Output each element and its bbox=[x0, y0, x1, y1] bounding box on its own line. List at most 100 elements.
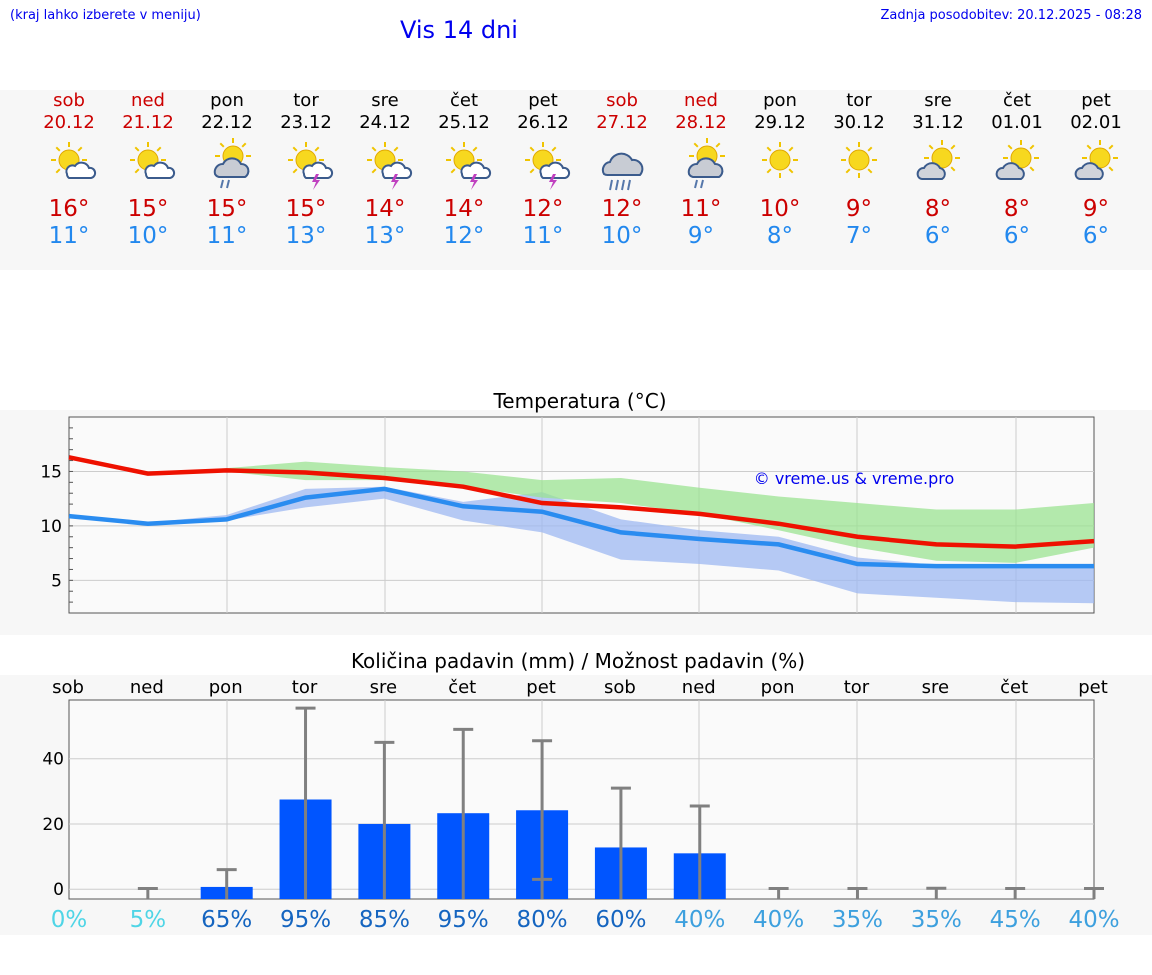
last-update: Zadnja posodobitev: 20.12.2025 - 08:28 bbox=[880, 8, 1142, 23]
sun-cloud-thunder-icon bbox=[424, 134, 504, 196]
cloud-heavy-rain-icon bbox=[582, 134, 662, 196]
y-tick-label: 5 bbox=[51, 571, 62, 591]
day-forecast: pon 29.12 10° 8° bbox=[740, 90, 820, 250]
day-forecast: ned 21.12 15° 10° bbox=[108, 90, 188, 250]
day-forecast: ned 28.12 11° 9° bbox=[661, 90, 741, 250]
day-date: 26.12 bbox=[517, 112, 569, 133]
sun-cloud-icon bbox=[108, 134, 188, 196]
min-temperature: 13° bbox=[364, 223, 406, 249]
x-tick-label: pon bbox=[209, 677, 243, 698]
day-name: tor bbox=[293, 90, 319, 111]
max-temperature: 10° bbox=[759, 196, 801, 222]
day-forecast: sob 20.12 16° 11° bbox=[29, 90, 109, 250]
chart-title: Temperatura (°C) bbox=[492, 389, 666, 413]
x-tick-label: sob bbox=[604, 677, 636, 698]
day-forecast: sre 24.12 14° 13° bbox=[345, 90, 425, 250]
x-tick-label: sob bbox=[52, 677, 84, 698]
max-temperature: 15° bbox=[285, 196, 327, 222]
day-date: 28.12 bbox=[675, 112, 727, 133]
sun-cloud-icon bbox=[29, 134, 109, 196]
x-tick-label: ned bbox=[682, 677, 716, 698]
min-temperature: 10° bbox=[601, 223, 643, 249]
min-range-band bbox=[69, 486, 1094, 604]
day-forecast: tor 23.12 15° 13° bbox=[266, 90, 346, 250]
precipitation-probability: 40% bbox=[753, 907, 804, 933]
day-forecast: tor 30.12 9° 7° bbox=[819, 90, 899, 250]
precipitation-probability: 95% bbox=[438, 907, 489, 933]
precipitation-probability: 95% bbox=[280, 907, 331, 933]
max-temperature: 16° bbox=[48, 196, 90, 222]
precipitation-probability: 65% bbox=[201, 907, 252, 933]
max-temperature: 8° bbox=[924, 196, 952, 222]
day-forecast: sre 31.12 8° 6° bbox=[898, 90, 978, 250]
day-date: 29.12 bbox=[754, 112, 806, 133]
x-tick-label: ned bbox=[130, 677, 164, 698]
y-tick-label: 10 bbox=[40, 517, 62, 537]
precipitation-probability: 35% bbox=[911, 907, 962, 933]
day-forecast: sob 27.12 12° 10° bbox=[582, 90, 662, 250]
y-tick-label: 20 bbox=[42, 815, 64, 835]
min-temperature: 13° bbox=[285, 223, 327, 249]
plot-area bbox=[68, 699, 1095, 900]
watermark: © vreme.us & vreme.pro bbox=[754, 469, 955, 488]
max-temperature: 11° bbox=[680, 196, 722, 222]
sun-cloud-rain-icon bbox=[187, 134, 267, 196]
cloud-sun-icon bbox=[1056, 134, 1136, 196]
min-temperature: 10° bbox=[127, 223, 169, 249]
x-tick-label: pon bbox=[761, 677, 795, 698]
precipitation-probability: 40% bbox=[674, 907, 725, 933]
precipitation-probability: 85% bbox=[359, 907, 410, 933]
day-date: 21.12 bbox=[122, 112, 174, 133]
y-tick-label: 0 bbox=[53, 880, 64, 900]
page-title: Vis 14 dni bbox=[400, 16, 518, 44]
max-temperature: 8° bbox=[1003, 196, 1031, 222]
min-temperature: 6° bbox=[1082, 223, 1110, 249]
max-temperature: 14° bbox=[364, 196, 406, 222]
day-date: 24.12 bbox=[359, 112, 411, 133]
max-temperature-line bbox=[68, 455, 1095, 549]
cloud-sun-icon bbox=[898, 134, 978, 196]
max-temperature: 15° bbox=[206, 196, 248, 222]
min-temperature: 6° bbox=[924, 223, 952, 249]
day-forecast: čet 25.12 14° 12° bbox=[424, 90, 504, 250]
day-name: pet bbox=[528, 90, 558, 111]
day-name: čet bbox=[449, 90, 479, 111]
max-range-band bbox=[69, 457, 1094, 563]
day-name: sob bbox=[53, 90, 85, 111]
precipitation-probability: 80% bbox=[517, 907, 568, 933]
max-temperature: 9° bbox=[845, 196, 873, 222]
day-date: 31.12 bbox=[912, 112, 964, 133]
max-temperature: 12° bbox=[522, 196, 564, 222]
min-temperature: 11° bbox=[522, 223, 564, 249]
sun-icon bbox=[819, 134, 899, 196]
day-forecast: pet 02.01 9° 6° bbox=[1056, 90, 1136, 250]
min-temperature: 8° bbox=[766, 223, 794, 249]
y-tick-label: 15 bbox=[40, 462, 62, 482]
x-tick-label: sre bbox=[922, 677, 949, 698]
precipitation-probability: 45% bbox=[990, 907, 1041, 933]
day-name: pet bbox=[1081, 90, 1111, 111]
day-forecast: čet 01.01 8° 6° bbox=[977, 90, 1057, 250]
min-temperature: 6° bbox=[1003, 223, 1031, 249]
day-name: sre bbox=[924, 90, 952, 111]
x-tick-label: pet bbox=[526, 677, 556, 698]
y-tick-label: 40 bbox=[42, 750, 64, 770]
sun-cloud-rain-icon bbox=[661, 134, 741, 196]
daily-forecast-panel: sob 20.12 16° 11° ned 21.12 15° 10° pon 22.12 15° 1… bbox=[0, 90, 1152, 270]
min-temperature: 11° bbox=[206, 223, 248, 249]
chart-title: Količina padavin (mm) / Možnost padavin … bbox=[351, 649, 805, 673]
x-tick-label: čet bbox=[1000, 677, 1028, 698]
day-name: ned bbox=[684, 90, 718, 111]
day-forecast: pet 26.12 12° 11° bbox=[503, 90, 583, 250]
sun-icon bbox=[740, 134, 820, 196]
day-date: 27.12 bbox=[596, 112, 648, 133]
min-temperature: 9° bbox=[687, 223, 715, 249]
day-date: 02.01 bbox=[1070, 112, 1122, 133]
day-name: ned bbox=[131, 90, 165, 111]
max-temperature: 15° bbox=[127, 196, 169, 222]
precipitation-probability: 35% bbox=[832, 907, 883, 933]
sun-cloud-thunder-icon bbox=[503, 134, 583, 196]
min-temperature: 7° bbox=[845, 223, 873, 249]
day-date: 23.12 bbox=[280, 112, 332, 133]
x-tick-label: tor bbox=[844, 677, 870, 698]
